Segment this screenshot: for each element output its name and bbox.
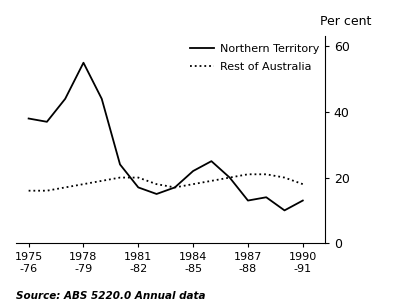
Northern Territory <box>191 169 196 173</box>
Northern Territory <box>63 97 68 101</box>
Rest of Australia <box>227 176 232 179</box>
Northern Territory <box>264 195 268 199</box>
Northern Territory <box>209 159 214 163</box>
Northern Territory <box>118 163 122 166</box>
Rest of Australia <box>264 172 268 176</box>
Northern Territory <box>246 199 250 202</box>
Rest of Australia <box>191 182 196 186</box>
Rest of Australia <box>63 186 68 189</box>
Northern Territory <box>44 120 49 124</box>
Rest of Australia <box>209 179 214 183</box>
Rest of Australia <box>118 176 122 179</box>
Northern Territory <box>136 186 141 189</box>
Line: Northern Territory: Northern Territory <box>29 63 303 210</box>
Northern Territory <box>99 97 104 101</box>
Rest of Australia <box>136 176 141 179</box>
Text: Source: ABS 5220.0 Annual data: Source: ABS 5220.0 Annual data <box>16 291 206 301</box>
Rest of Australia <box>99 179 104 183</box>
Northern Territory <box>282 209 287 212</box>
Rest of Australia <box>26 189 31 192</box>
Northern Territory <box>26 117 31 120</box>
Northern Territory <box>227 176 232 179</box>
Rest of Australia <box>301 182 305 186</box>
Rest of Australia <box>282 176 287 179</box>
Northern Territory <box>154 192 159 196</box>
Northern Territory <box>301 199 305 202</box>
Northern Territory <box>173 186 177 189</box>
Text: Per cent: Per cent <box>320 15 371 28</box>
Rest of Australia <box>246 172 250 176</box>
Rest of Australia <box>44 189 49 192</box>
Rest of Australia <box>154 182 159 186</box>
Rest of Australia <box>173 186 177 189</box>
Northern Territory <box>81 61 86 64</box>
Rest of Australia <box>81 182 86 186</box>
Line: Rest of Australia: Rest of Australia <box>29 174 303 191</box>
Legend: Northern Territory, Rest of Australia: Northern Territory, Rest of Australia <box>190 44 319 72</box>
